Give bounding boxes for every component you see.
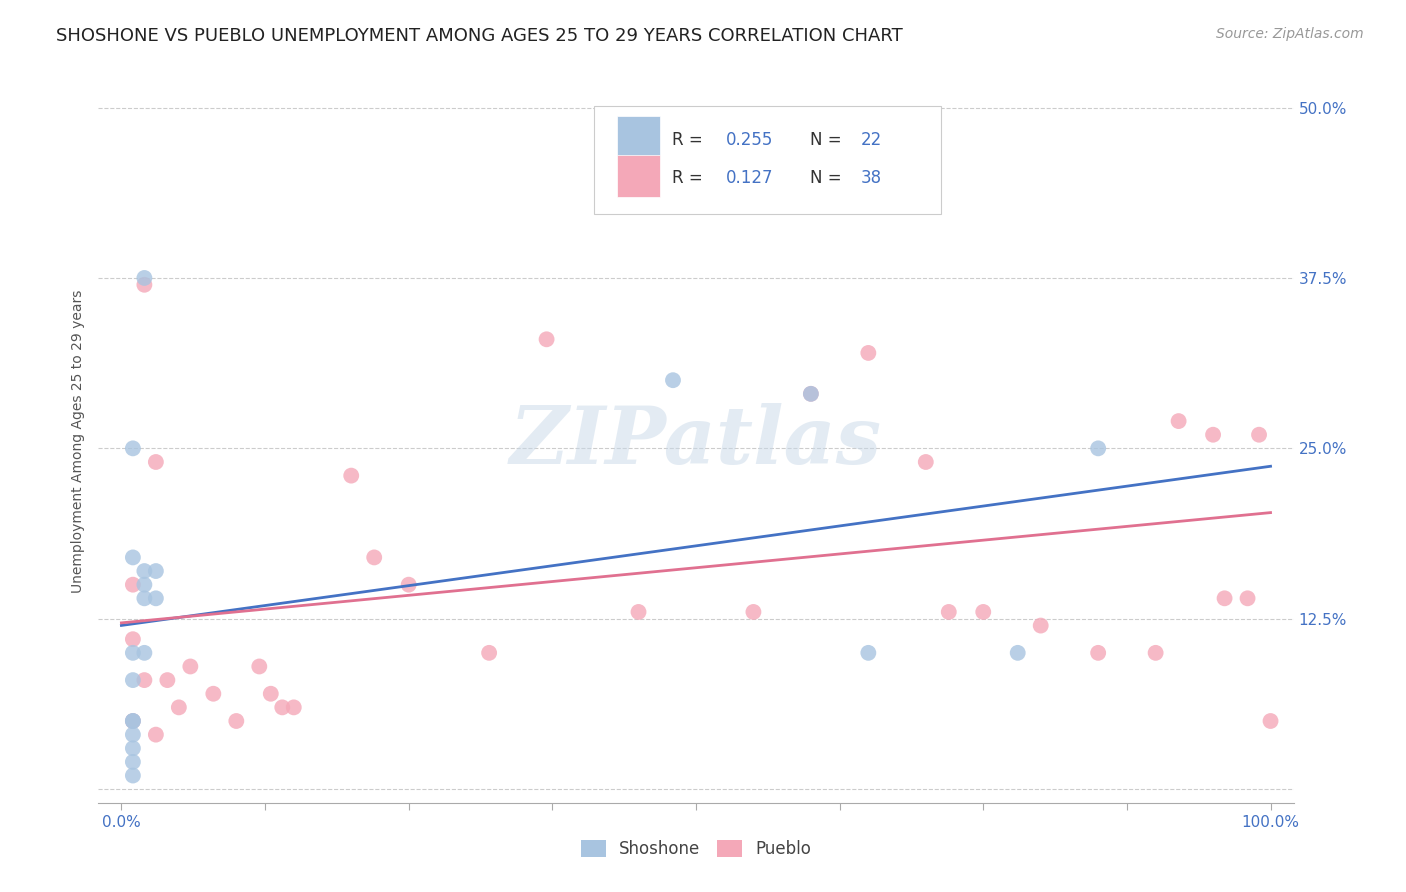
Legend: Shoshone, Pueblo: Shoshone, Pueblo [572, 832, 820, 867]
Point [122, 755, 145, 769]
Point [800, 387, 823, 401]
Point [122, 714, 145, 728]
Point [122, 741, 145, 756]
Point [1167, 414, 1189, 428]
Text: Source: ZipAtlas.com: Source: ZipAtlas.com [1216, 27, 1364, 41]
Point [134, 591, 156, 606]
Point [972, 605, 994, 619]
Point [1202, 427, 1225, 442]
Point [134, 277, 156, 292]
Point [1260, 714, 1282, 728]
FancyBboxPatch shape [617, 154, 661, 197]
Point [283, 700, 305, 714]
Point [1087, 442, 1109, 456]
Point [122, 673, 145, 687]
Point [122, 646, 145, 660]
Point [340, 468, 363, 483]
Point [247, 659, 270, 673]
Point [742, 605, 765, 619]
Point [134, 564, 156, 578]
Point [1236, 591, 1258, 606]
Text: 22: 22 [860, 131, 882, 149]
Point [122, 632, 145, 647]
Point [134, 577, 156, 591]
Text: R =: R = [672, 169, 713, 187]
Point [225, 714, 247, 728]
Point [145, 728, 167, 742]
Point [914, 455, 936, 469]
Point [122, 714, 145, 728]
Text: N =: N = [810, 131, 846, 149]
Point [800, 387, 823, 401]
Point [202, 687, 225, 701]
Point [145, 455, 167, 469]
Text: N =: N = [810, 169, 846, 187]
Point [398, 577, 420, 591]
Point [122, 714, 145, 728]
Point [536, 332, 558, 346]
Y-axis label: Unemployment Among Ages 25 to 29 years: Unemployment Among Ages 25 to 29 years [72, 290, 86, 593]
Text: R =: R = [672, 131, 709, 149]
Point [134, 646, 156, 660]
Point [1213, 591, 1236, 606]
Point [858, 346, 880, 360]
Point [122, 550, 145, 565]
Point [134, 673, 156, 687]
Point [363, 550, 385, 565]
Point [122, 442, 145, 456]
Text: SHOSHONE VS PUEBLO UNEMPLOYMENT AMONG AGES 25 TO 29 YEARS CORRELATION CHART: SHOSHONE VS PUEBLO UNEMPLOYMENT AMONG AG… [56, 27, 903, 45]
Point [1144, 646, 1167, 660]
Point [179, 659, 201, 673]
Text: 0.255: 0.255 [725, 131, 773, 149]
Point [1247, 427, 1270, 442]
Point [858, 646, 880, 660]
Point [122, 728, 145, 742]
Point [134, 271, 156, 285]
Text: 0.127: 0.127 [725, 169, 773, 187]
Point [1087, 646, 1109, 660]
FancyBboxPatch shape [617, 117, 661, 159]
Point [627, 605, 650, 619]
Point [167, 700, 190, 714]
Point [145, 591, 167, 606]
Point [662, 373, 685, 387]
Point [834, 169, 856, 183]
Point [156, 673, 179, 687]
Point [1029, 618, 1052, 632]
Point [271, 700, 294, 714]
Text: ZIPatlas: ZIPatlas [510, 403, 882, 480]
Text: 38: 38 [860, 169, 882, 187]
Point [1007, 646, 1029, 660]
FancyBboxPatch shape [595, 105, 941, 214]
Point [122, 577, 145, 591]
Point [260, 687, 283, 701]
Point [938, 605, 960, 619]
Point [145, 564, 167, 578]
Point [478, 646, 501, 660]
Point [122, 768, 145, 782]
